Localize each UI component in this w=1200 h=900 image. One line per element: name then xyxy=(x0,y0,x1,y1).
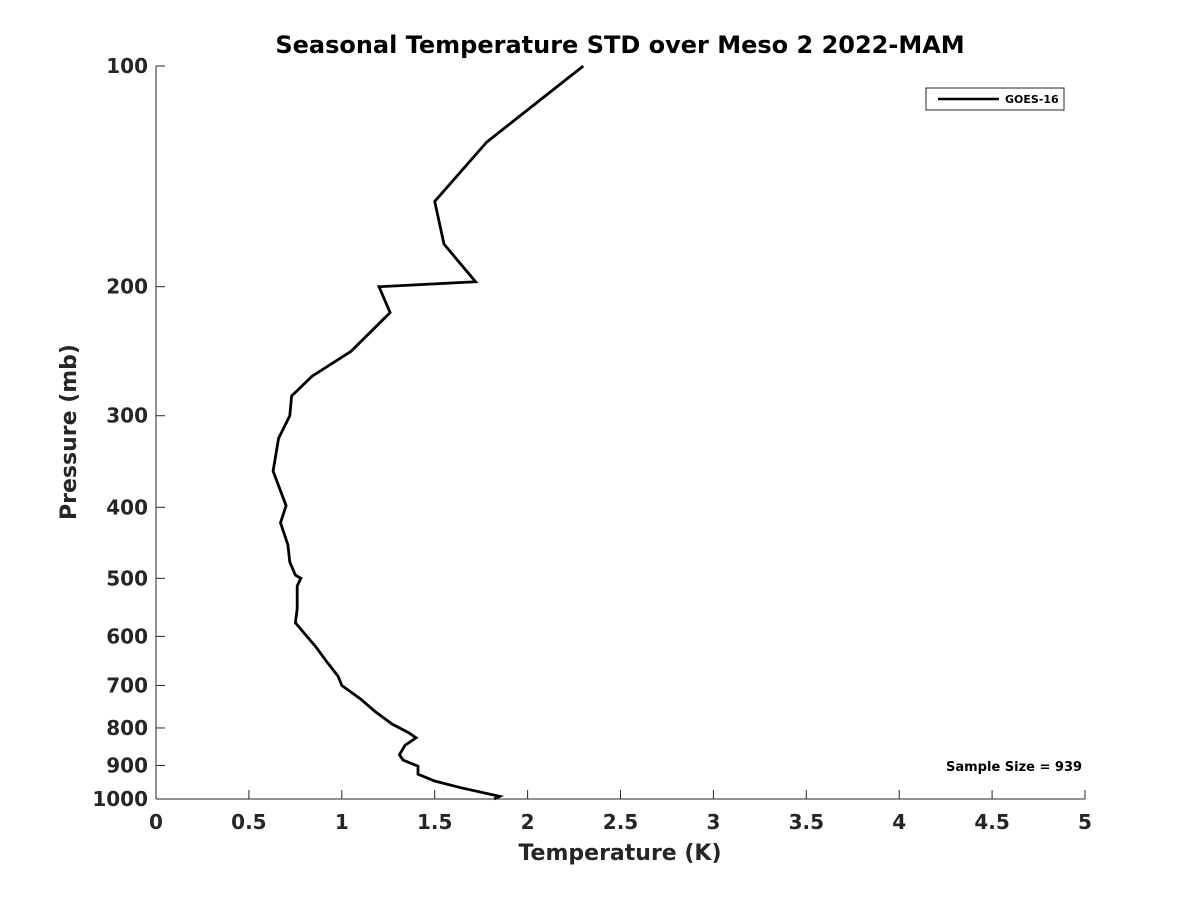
x-tick-label: 1.5 xyxy=(417,810,452,834)
x-tick-label: 2.5 xyxy=(603,810,638,834)
plot-area: 0 0.5 1 1.5 2 2.5 3 3.5 4 4.5 5 100 200 300 400 500 600… xyxy=(92,54,1092,834)
series-group xyxy=(271,64,585,801)
x-ticks: 0 0.5 1 1.5 2 2.5 3 3.5 4 4.5 5 xyxy=(149,790,1092,834)
y-tick-label: 500 xyxy=(106,566,148,590)
legend-entry-goes16: GOES-16 xyxy=(1005,93,1059,106)
chart-title: Seasonal Temperature STD over Meso 2 202… xyxy=(275,31,964,59)
x-tick-label: 0.5 xyxy=(231,810,266,834)
x-tick-label: 4 xyxy=(892,810,906,834)
y-tick-label: 700 xyxy=(106,673,148,697)
x-tick-label: 3 xyxy=(706,810,720,834)
y-tick-label: 100 xyxy=(106,54,148,78)
series-line-goes-16 xyxy=(271,64,585,801)
y-tick-label: 300 xyxy=(106,404,148,428)
y-axis-label: Pressure (mb) xyxy=(57,344,82,520)
x-axis-label: Temperature (K) xyxy=(518,841,721,866)
y-tick-label: 900 xyxy=(106,753,148,777)
x-tick-label: 5 xyxy=(1078,810,1092,834)
y-tick-label: 800 xyxy=(106,716,148,740)
y-tick-label: 600 xyxy=(106,624,148,648)
x-tick-label: 1 xyxy=(335,810,349,834)
x-tick-label: 4.5 xyxy=(974,810,1009,834)
x-tick-label: 2 xyxy=(521,810,535,834)
x-tick-label: 0 xyxy=(149,810,163,834)
sample-size-annotation: Sample Size = 939 xyxy=(946,760,1082,775)
y-tick-label: 200 xyxy=(106,275,148,299)
legend: GOES-16 xyxy=(925,87,1065,111)
y-ticks: 100 200 300 400 500 600 700 800 900 1000 xyxy=(92,54,165,811)
y-tick-label: 1000 xyxy=(92,787,148,811)
y-tick-label: 400 xyxy=(106,495,148,519)
x-tick-label: 3.5 xyxy=(789,810,824,834)
